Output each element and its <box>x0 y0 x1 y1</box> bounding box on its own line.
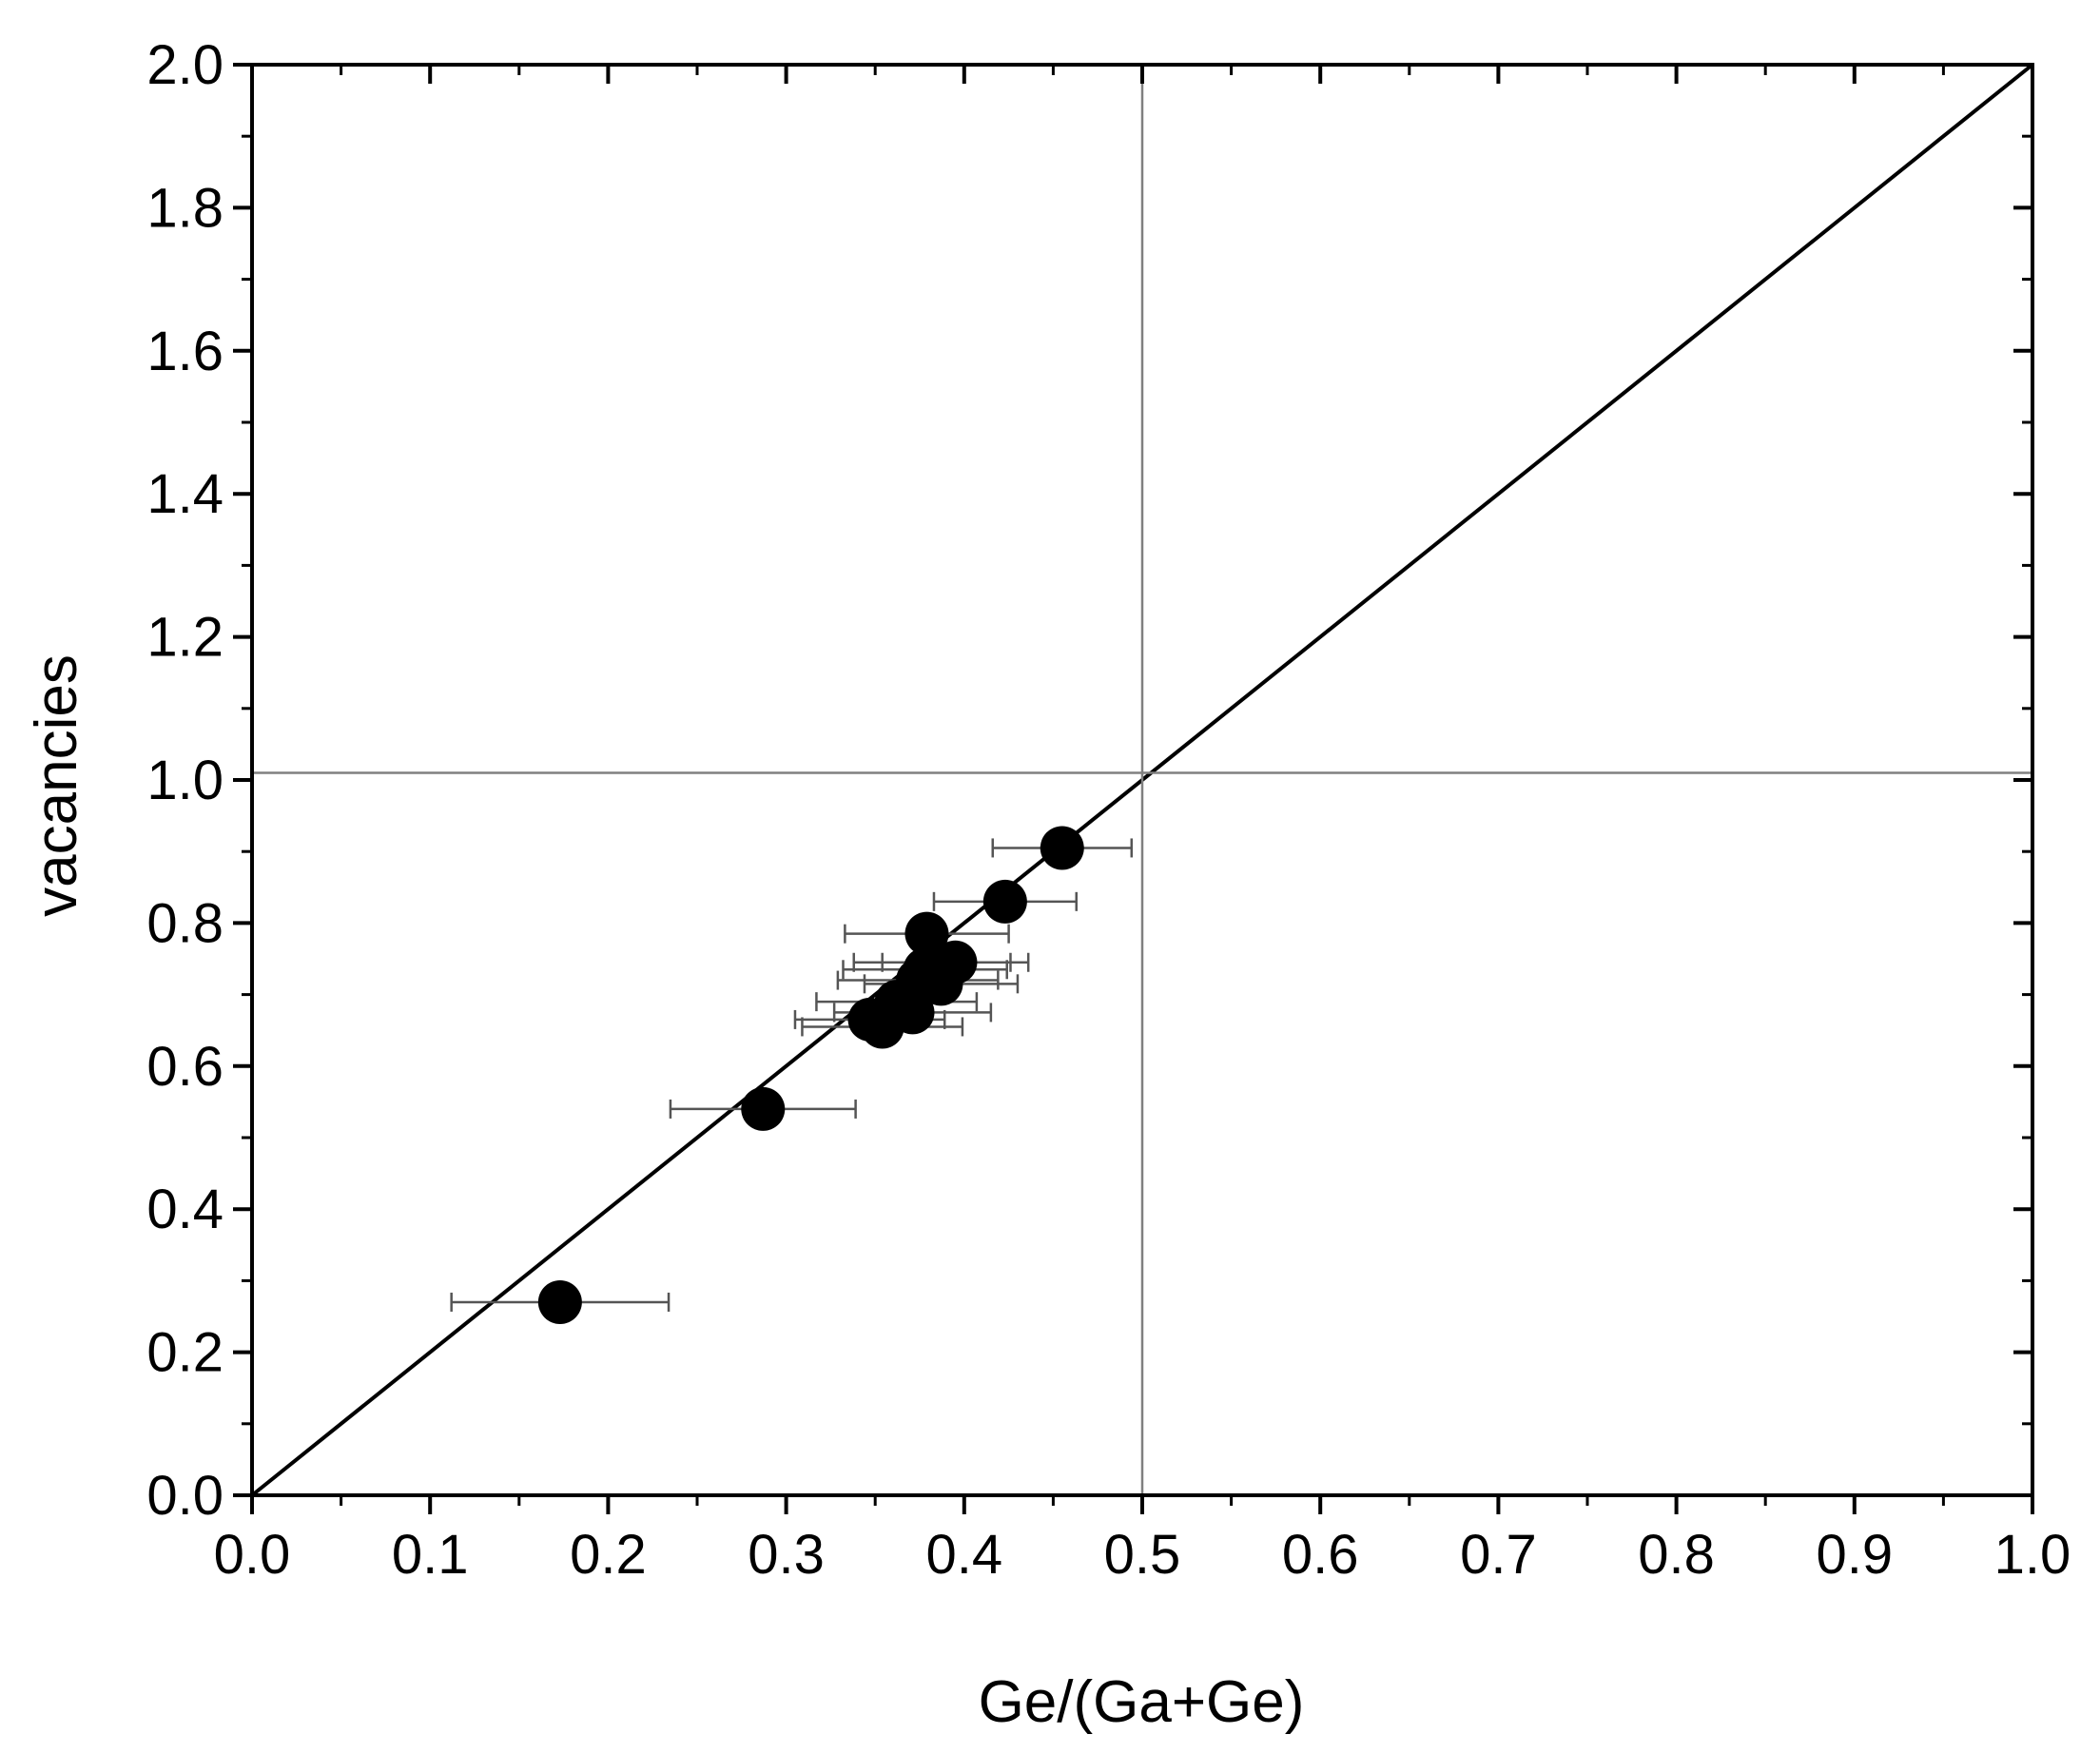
x-tick-label: 0.6 <box>1282 1524 1359 1586</box>
x-tick-label: 0.7 <box>1460 1524 1537 1586</box>
data-points <box>537 826 1084 1324</box>
x-tick-label: 0.8 <box>1638 1524 1715 1586</box>
y-tick-label: 1.4 <box>146 463 224 525</box>
error-bars <box>450 838 1134 1312</box>
y-tick-label: 2.0 <box>146 34 224 96</box>
data-point <box>982 879 1027 924</box>
x-tick-label: 0.9 <box>1816 1524 1893 1586</box>
x-tick-label: 0.2 <box>570 1524 647 1586</box>
x-tick-label: 0.1 <box>392 1524 469 1586</box>
axes <box>233 63 2034 1514</box>
data-point <box>741 1086 786 1131</box>
y-tick-label: 0.8 <box>146 892 224 954</box>
x-tick-label: 0.5 <box>1104 1524 1181 1586</box>
x-axis-title: Ge/(Ga+Ge) <box>979 1669 1305 1735</box>
y-axis-title: vacancies <box>24 654 89 917</box>
data-point <box>1040 826 1084 870</box>
x-tick-label: 0.0 <box>214 1524 291 1586</box>
y-tick-label: 1.8 <box>146 177 224 239</box>
x-tick-label: 1.0 <box>1994 1524 2071 1586</box>
reference-lines <box>250 63 2034 1497</box>
data-point <box>933 940 978 984</box>
x-tick-label: 0.3 <box>748 1524 825 1586</box>
y-tick-label: 1.6 <box>146 321 224 382</box>
y-tick-label: 0.0 <box>146 1465 224 1527</box>
x-tick-label: 0.4 <box>925 1524 1002 1586</box>
tick-labels: 0.0 0.1 0.2 0.3 0.4 0.5 0.6 0.7 0.8 0.9 1.0 0.0 0.2 0… <box>146 34 2071 1586</box>
y-tick-label: 1.2 <box>146 607 224 669</box>
y-tick-label: 0.2 <box>146 1322 224 1384</box>
data-point <box>537 1279 582 1324</box>
y-tick-label: 0.6 <box>146 1036 224 1098</box>
data-point <box>890 990 935 1035</box>
y-tick-label: 0.4 <box>146 1179 224 1240</box>
y-tick-label: 1.0 <box>146 750 224 811</box>
